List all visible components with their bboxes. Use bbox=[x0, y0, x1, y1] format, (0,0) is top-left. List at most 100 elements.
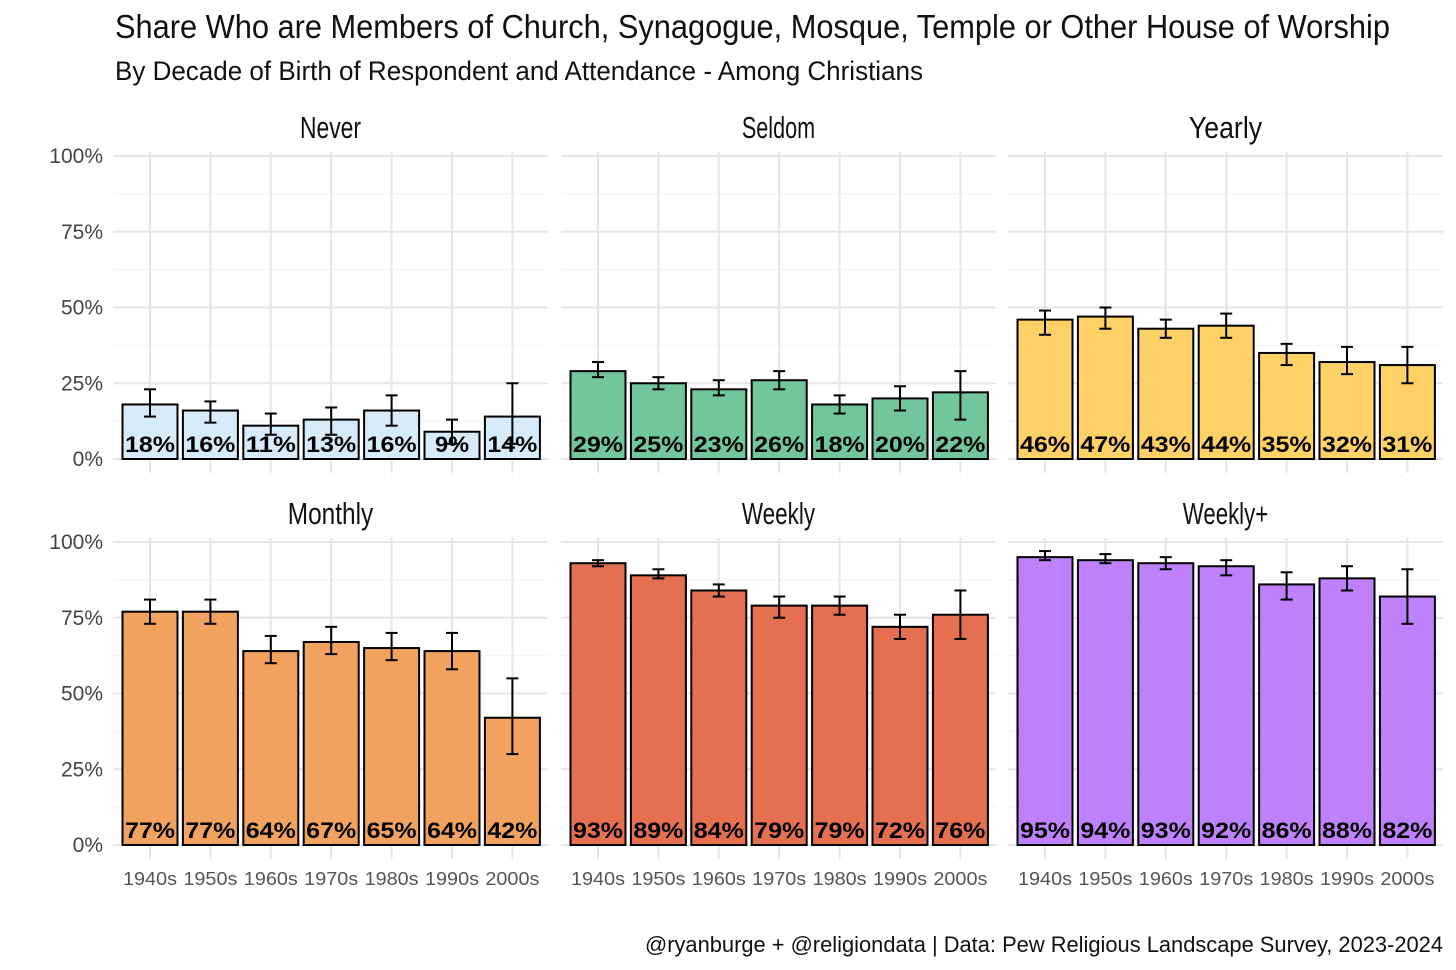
data-label: 47% bbox=[1080, 432, 1130, 457]
x-tick-label: 1940s bbox=[571, 869, 625, 889]
x-tick-label: 2000s bbox=[933, 869, 987, 889]
data-label: 72% bbox=[875, 818, 925, 843]
data-label: 11% bbox=[246, 432, 296, 457]
y-tick-label: 25% bbox=[61, 758, 103, 781]
bar-1940s bbox=[569, 562, 627, 847]
data-label: 20% bbox=[875, 432, 925, 457]
x-tick-label: 1980s bbox=[813, 869, 867, 889]
facet-label: Monthly bbox=[288, 496, 374, 531]
x-tick-label: 1990s bbox=[873, 869, 927, 889]
bar-1940s bbox=[569, 370, 627, 461]
data-label: 22% bbox=[935, 432, 985, 457]
bar-1940s bbox=[1016, 556, 1074, 847]
panel-never: Never 0% 25% 50% 75% 100% 18% 16% 11% 13% 16% 9% 14% bbox=[49, 110, 548, 473]
data-label: 94% bbox=[1080, 818, 1130, 843]
x-tick-label: 2000s bbox=[1380, 869, 1434, 889]
data-label: 18% bbox=[815, 432, 865, 457]
bar-1950s bbox=[1076, 315, 1134, 460]
data-label: 95% bbox=[1020, 818, 1070, 843]
data-label: 9% bbox=[435, 432, 469, 457]
facet-label: Weekly+ bbox=[1183, 496, 1268, 531]
x-tick-label: 1950s bbox=[1078, 869, 1132, 889]
y-tick-label: 75% bbox=[61, 607, 103, 630]
data-label: 76% bbox=[935, 818, 985, 843]
data-label: 79% bbox=[815, 818, 865, 843]
bar-1960s bbox=[690, 589, 748, 846]
chart-title: Share Who are Members of Church, Synagog… bbox=[115, 8, 1390, 45]
data-label: 14% bbox=[487, 432, 537, 457]
x-tick-label: 1960s bbox=[1139, 869, 1193, 889]
bar-1980s bbox=[363, 647, 421, 846]
x-tick-label: 1950s bbox=[631, 869, 685, 889]
panel-seldom: Seldom 29% 25% 23% 26% 18% 20% 22% bbox=[561, 110, 996, 473]
data-label: 26% bbox=[754, 432, 804, 457]
data-label: 32% bbox=[1322, 432, 1372, 457]
facet-label: Seldom bbox=[742, 110, 815, 145]
x-tick-label: 1960s bbox=[692, 869, 746, 889]
data-label: 93% bbox=[573, 818, 623, 843]
data-label: 79% bbox=[754, 818, 804, 843]
bar-1940s bbox=[121, 610, 179, 846]
x-tick-label: 2000s bbox=[485, 869, 539, 889]
data-label: 16% bbox=[367, 432, 417, 457]
data-label: 23% bbox=[694, 432, 744, 457]
x-tick-label: 1940s bbox=[1018, 869, 1072, 889]
data-label: 64% bbox=[246, 818, 296, 843]
data-label: 25% bbox=[633, 432, 683, 457]
bar-2000s bbox=[931, 613, 989, 846]
bar-1970s bbox=[1197, 565, 1255, 846]
data-label: 89% bbox=[633, 818, 683, 843]
panel-weekly: Weekly 93% 1940s 89% 1950s 84% 1960s 79% 1970s 79… bbox=[561, 496, 996, 889]
x-tick-label: 1940s bbox=[123, 869, 177, 889]
data-label: 77% bbox=[125, 818, 175, 843]
y-tick-label: 0% bbox=[73, 834, 103, 857]
data-label: 13% bbox=[306, 432, 356, 457]
data-label: 92% bbox=[1201, 818, 1251, 843]
y-tick-label: 25% bbox=[61, 372, 103, 395]
bar-1990s bbox=[1318, 361, 1376, 461]
x-tick-label: 1970s bbox=[304, 869, 358, 889]
data-label: 82% bbox=[1382, 818, 1432, 843]
x-tick-label: 1980s bbox=[1260, 869, 1314, 889]
bar-1950s bbox=[629, 382, 687, 460]
data-label: 88% bbox=[1322, 818, 1372, 843]
data-label: 18% bbox=[125, 432, 175, 457]
data-label: 77% bbox=[185, 818, 235, 843]
panel-monthly: Monthly 0% 25% 50% 75% 100% 77% 1940s 77% 1950s 64… bbox=[49, 496, 548, 889]
data-label: 67% bbox=[306, 818, 356, 843]
data-label: 86% bbox=[1262, 818, 1312, 843]
data-label: 16% bbox=[185, 432, 235, 457]
x-tick-label: 1990s bbox=[425, 869, 479, 889]
chart-subtitle: By Decade of Birth of Respondent and Att… bbox=[115, 56, 923, 86]
bar-1960s bbox=[1137, 562, 1195, 847]
data-label: 84% bbox=[694, 818, 744, 843]
data-label: 93% bbox=[1141, 818, 1191, 843]
bar-1990s bbox=[1318, 577, 1376, 846]
y-tick-label: 100% bbox=[49, 531, 103, 554]
data-label: 43% bbox=[1141, 432, 1191, 457]
bar-1990s bbox=[423, 650, 481, 847]
data-label: 42% bbox=[487, 818, 537, 843]
bar-1980s bbox=[811, 604, 869, 846]
bar-1970s bbox=[750, 379, 808, 460]
y-tick-label: 100% bbox=[49, 145, 103, 168]
x-tick-label: 1970s bbox=[1199, 869, 1253, 889]
bar-1940s bbox=[121, 403, 179, 460]
bar-2000s bbox=[1378, 595, 1436, 846]
panel-weekly-plus: Weekly+ 95% 1940s 94% 1950s 93% 1960s 92% 1970s 8… bbox=[1008, 496, 1443, 889]
bar-1960s bbox=[242, 424, 300, 461]
data-label: 46% bbox=[1020, 432, 1070, 457]
bar-1960s bbox=[242, 650, 300, 847]
data-label: 65% bbox=[367, 818, 417, 843]
data-label: 31% bbox=[1382, 432, 1432, 457]
bar-1950s bbox=[629, 574, 687, 847]
data-label: 64% bbox=[427, 818, 477, 843]
x-tick-label: 1950s bbox=[183, 869, 237, 889]
facet-label: Never bbox=[300, 110, 361, 145]
x-tick-label: 1990s bbox=[1320, 869, 1374, 889]
chart-caption: @ryanburge + @religiondata | Data: Pew R… bbox=[645, 932, 1443, 957]
y-tick-label: 50% bbox=[61, 683, 103, 706]
y-tick-label: 0% bbox=[73, 448, 103, 471]
bar-1950s bbox=[1076, 559, 1134, 846]
